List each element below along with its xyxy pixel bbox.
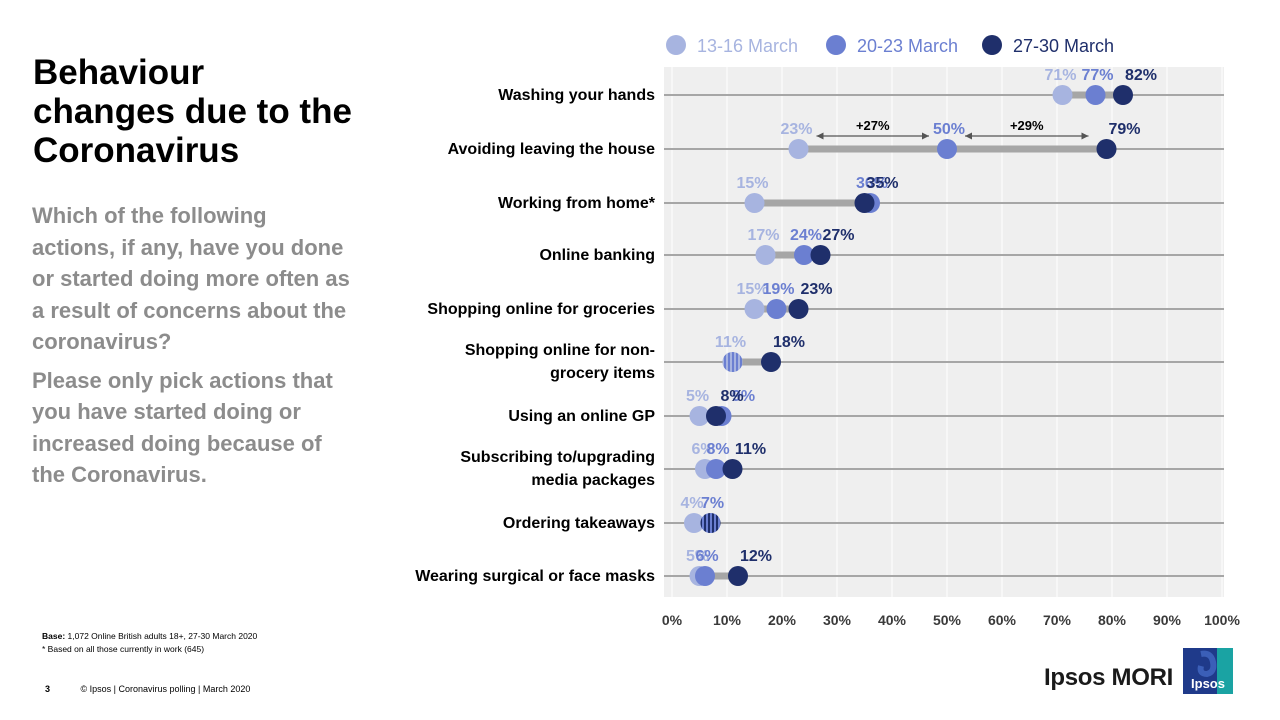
value-label: 15% <box>736 281 768 298</box>
legend-marker <box>666 35 686 55</box>
data-point <box>706 459 726 479</box>
value-label: 77% <box>1081 67 1113 84</box>
legend-marker <box>826 35 846 55</box>
brand-name: Ipsos MORI <box>1044 664 1174 691</box>
question-text: Which of the following actions, if any, … <box>32 200 352 498</box>
category-label: Working from home* <box>498 195 656 212</box>
value-label: 27% <box>822 227 854 244</box>
question-line-2: Please only pick actions that you have s… <box>32 367 333 488</box>
category-label: grocery items <box>550 365 655 382</box>
data-point <box>854 193 875 213</box>
legend-marker <box>982 35 1002 55</box>
value-label: 24% <box>790 227 822 244</box>
page-number: 3 <box>45 684 51 694</box>
base-label: Base: <box>42 631 66 641</box>
value-label: 5% <box>686 388 709 405</box>
data-point <box>744 299 765 319</box>
data-point <box>689 406 710 426</box>
data-point <box>1085 85 1106 105</box>
data-point <box>1052 85 1073 105</box>
x-tick-label: 80% <box>1098 612 1127 628</box>
x-tick-label: 100% <box>1204 612 1240 628</box>
question-line-1: Which of the following actions, if any, … <box>32 203 350 354</box>
value-label: 36% <box>856 175 888 192</box>
legend-label: 20-23 March <box>857 36 958 56</box>
x-tick-label: 0% <box>662 612 683 628</box>
x-tick-label: 90% <box>1153 612 1182 628</box>
data-point <box>706 406 726 426</box>
category-label: Subscribing to/upgrading <box>460 449 655 466</box>
x-tick-label: 70% <box>1043 612 1072 628</box>
value-label: 8% <box>706 441 729 458</box>
footer: 3 © Ipsos | Coronavirus polling | March … <box>45 684 250 694</box>
data-point <box>794 245 814 265</box>
value-label: 4% <box>680 495 703 512</box>
x-tick-label: 10% <box>713 612 742 628</box>
data-point <box>695 566 715 586</box>
category-label: Ordering takeaways <box>503 515 655 532</box>
category-label: Wearing surgical or face masks <box>415 568 655 585</box>
value-label: 23% <box>780 121 812 138</box>
value-label: 50% <box>933 121 965 138</box>
data-point <box>1113 85 1133 105</box>
value-label: 17% <box>747 227 779 244</box>
category-label: Shopping online for non- <box>465 342 655 359</box>
value-label: 9% <box>732 388 755 405</box>
change-label: +27% <box>856 118 890 133</box>
value-label: 18% <box>773 334 805 351</box>
data-point <box>728 566 748 586</box>
value-label: 23% <box>800 281 832 298</box>
data-point <box>684 513 704 533</box>
base-footnote: * Based on all those currently in work (… <box>42 644 205 654</box>
data-point <box>700 513 721 533</box>
data-point <box>722 459 743 479</box>
value-label: 6% <box>691 441 714 458</box>
value-label: 11% <box>715 334 746 351</box>
logo-text: Ipsos <box>1191 676 1225 691</box>
category-label: Shopping online for groceries <box>427 301 655 318</box>
category-label: Avoiding leaving the house <box>448 141 656 158</box>
change-label: +29% <box>1010 118 1044 133</box>
value-label: 12% <box>740 548 772 565</box>
data-point <box>788 299 809 319</box>
category-label: Online banking <box>539 247 655 264</box>
data-point <box>761 352 781 372</box>
ipsos-logo: Ipsos <box>1183 648 1233 694</box>
base-text: 1,072 Online British adults 18+, 27-30 M… <box>67 631 258 641</box>
legend-label: 27-30 March <box>1013 36 1114 56</box>
value-label: 82% <box>1125 67 1157 84</box>
x-tick-label: 30% <box>823 612 852 628</box>
x-tick-label: 40% <box>878 612 907 628</box>
category-label: Using an online GP <box>508 408 655 425</box>
value-label: 71% <box>1044 67 1076 84</box>
data-point <box>810 245 831 265</box>
footer-text: © Ipsos | Coronavirus polling | March 20… <box>80 684 251 694</box>
category-label: media packages <box>531 472 655 489</box>
value-label: 35% <box>866 175 898 192</box>
base-note: Base: 1,072 Online British adults 18+, 2… <box>42 630 257 656</box>
value-label: 8% <box>720 388 743 405</box>
category-label: Washing your hands <box>498 87 655 104</box>
data-point <box>744 193 765 213</box>
data-point <box>788 139 809 159</box>
page-title: Behaviour changes due to the Coronavirus <box>33 53 352 170</box>
data-point <box>755 245 776 265</box>
x-tick-label: 60% <box>988 612 1017 628</box>
legend-label: 13-16 March <box>697 36 798 56</box>
value-label: 6% <box>695 548 718 565</box>
value-label: 15% <box>736 175 768 192</box>
data-point <box>1096 139 1117 159</box>
x-tick-label: 20% <box>768 612 797 628</box>
x-tick-label: 50% <box>933 612 962 628</box>
value-label: 5% <box>686 548 709 565</box>
value-label: 19% <box>762 281 794 298</box>
data-point <box>766 299 787 319</box>
data-point <box>722 352 743 372</box>
value-label: 79% <box>1108 121 1140 138</box>
value-label: 11% <box>735 441 766 458</box>
value-label: 7% <box>701 495 724 512</box>
data-point <box>937 139 957 159</box>
